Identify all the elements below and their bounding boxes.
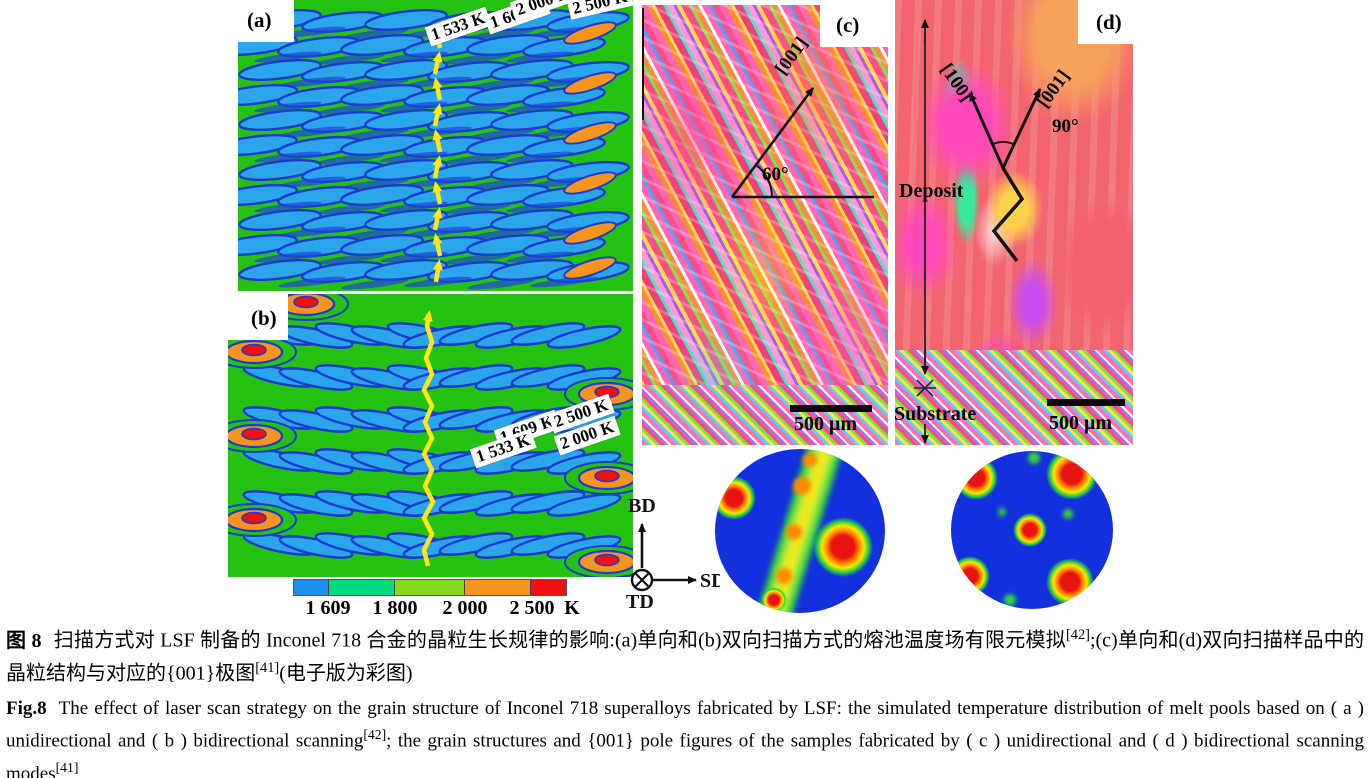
panel-c-edge-tick bbox=[642, 8, 644, 120]
panel-c-label-box bbox=[820, 5, 888, 47]
caption-zh-text-3: (电子版为彩图) bbox=[279, 662, 413, 685]
panel-c-angle-annotation bbox=[730, 87, 874, 199]
scale-bar-d-label: 500 μm bbox=[1049, 412, 1112, 434]
panel-d-label-box bbox=[1078, 0, 1133, 44]
reference-41: [41] bbox=[255, 659, 280, 676]
axis-bd-label: BD bbox=[628, 495, 656, 517]
substrate-label: Substrate bbox=[894, 403, 977, 425]
panel-d-annotations bbox=[914, 19, 1042, 444]
temperature-colorbar bbox=[293, 579, 567, 596]
caption-en-text-2: ; the grain structures and {001} pole fi… bbox=[6, 730, 1364, 778]
colorbar-segment-green bbox=[328, 580, 396, 595]
scale-bar-c bbox=[790, 405, 872, 412]
caption-en-figtag: Fig.8 bbox=[6, 698, 47, 720]
caption-en-text-1: The effect of laser scan strategy on the… bbox=[6, 698, 1364, 752]
colorbar-tick: 2 000 bbox=[442, 597, 488, 619]
panel-b-melt-pool-simulation bbox=[228, 294, 633, 577]
colorbar-unit: K bbox=[564, 597, 580, 619]
axis-sd-label: SD bbox=[700, 570, 720, 592]
panel-c-ebsd-map bbox=[642, 5, 888, 445]
panel-c-fine-grain-band bbox=[642, 385, 888, 445]
deposit-substrate-boundary-mark bbox=[914, 379, 936, 397]
scale-bar-d bbox=[1047, 399, 1125, 406]
angle-60-label: 60° bbox=[762, 164, 789, 185]
scale-bar-c-label: 500 μm bbox=[794, 413, 857, 435]
caption-english: Fig.8 The effect of laser scan strategy o… bbox=[6, 694, 1364, 778]
panel-c-label: (c) bbox=[836, 13, 860, 37]
panel-c-grain-blobs bbox=[642, 5, 888, 445]
panel-d-ebsd-map bbox=[895, 0, 1133, 445]
caption-zh-figtag: 图 8 bbox=[6, 629, 42, 652]
colorbar-tick: 2 500 bbox=[509, 597, 555, 619]
caption-chinese: 图 8 扫描方式对 LSF 制备的 Inconel 718 合金的晶粒生长规律的影… bbox=[6, 624, 1364, 689]
build-direction-axes: BD SD TD bbox=[626, 495, 720, 610]
caption-zh-text-2: ;(c)单向和(d)双向扫描样品中的晶粒结构与对应的{001}极图 bbox=[6, 629, 1364, 685]
axis-td-label: TD bbox=[626, 591, 654, 610]
pole-figure-unidirectional bbox=[715, 449, 885, 613]
panel-d-fine-grain-band bbox=[895, 350, 1133, 445]
panel-a-label: (a) bbox=[247, 8, 272, 32]
colorbar-segment-yellowgreen bbox=[395, 580, 465, 595]
colorbar-tick: 1 609 bbox=[305, 597, 351, 619]
panel-d-label: (d) bbox=[1096, 10, 1122, 34]
reference-41: [41] bbox=[55, 759, 79, 775]
figure-caption: 图 8 扫描方式对 LSF 制备的 Inconel 718 合金的晶粒生长规律的影… bbox=[6, 624, 1364, 778]
reference-42: [42] bbox=[1065, 627, 1090, 643]
colorbar-segment-red bbox=[531, 580, 566, 595]
scan-zigzag-arrow bbox=[421, 310, 436, 567]
reference-42: [42] bbox=[363, 727, 387, 743]
panel-b-label: (b) bbox=[251, 306, 277, 330]
colorbar-segment-orange bbox=[464, 580, 532, 595]
colorbar-segment-blue bbox=[294, 580, 329, 595]
angle-90-label: 90° bbox=[1052, 116, 1079, 137]
pole-figure-bidirectional bbox=[951, 451, 1113, 609]
colorbar-tick: 1 800 bbox=[372, 597, 418, 619]
deposit-label: Deposit bbox=[899, 180, 964, 202]
caption-zh-text-1: 扫描方式对 LSF 制备的 Inconel 718 合金的晶粒生长规律的影响:(… bbox=[53, 629, 1066, 652]
